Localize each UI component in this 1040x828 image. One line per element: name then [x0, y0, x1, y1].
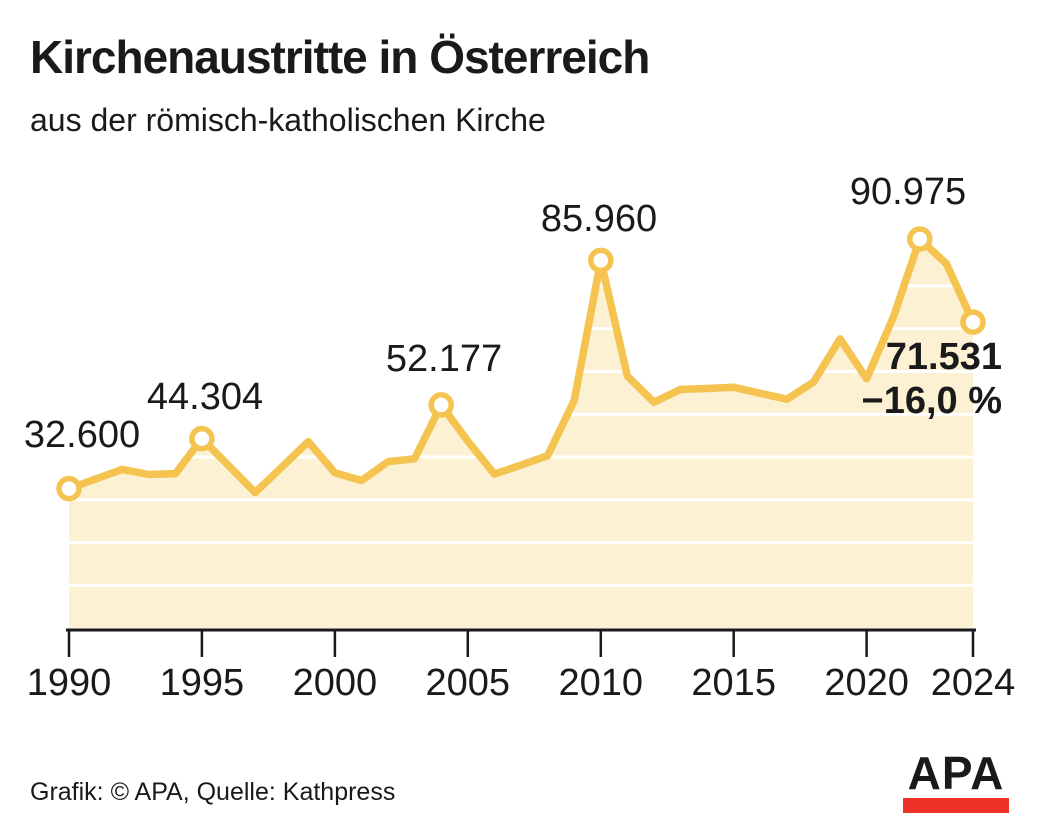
area-fill [69, 239, 973, 628]
data-point-markers [56, 226, 986, 502]
x-tick-label-1990: 1990 [26, 662, 112, 704]
apa-logo-text: APA [907, 747, 1005, 799]
apa-logo-red-bar [903, 798, 1009, 813]
page-subtitle: aus der römisch-katholischen Kirche [30, 102, 546, 138]
data-label-2010: 85.960 [540, 198, 658, 240]
x-tick-label-2015: 2015 [691, 662, 776, 704]
x-tick-label-2020: 2020 [824, 662, 909, 704]
data-label-2022: 90.975 [849, 171, 967, 213]
data-label-1995: 44.304 [146, 376, 264, 418]
x-tick-label-2005: 2005 [425, 662, 511, 704]
apa-logo: APA [903, 750, 1009, 813]
x-axis-ticks [67, 630, 975, 657]
x-tick-label-2000: 2000 [292, 662, 378, 704]
source-credit: Grafik: © APA, Quelle: Kathpress [30, 778, 396, 806]
data-label-2024-value: 71.531 [885, 336, 1002, 378]
x-tick-label-1995: 1995 [159, 662, 245, 704]
x-tick-label-2024: 2024 [930, 662, 1016, 704]
page-title: Kirchenaustritte in Österreich [30, 31, 650, 83]
data-label-2004: 52.177 [385, 338, 503, 380]
data-label-2024-percent: −16,0 % [861, 380, 1003, 422]
trend-line [65, 235, 977, 497]
x-tick-label-2010: 2010 [558, 662, 644, 704]
data-label-1990: 32.600 [23, 414, 141, 456]
